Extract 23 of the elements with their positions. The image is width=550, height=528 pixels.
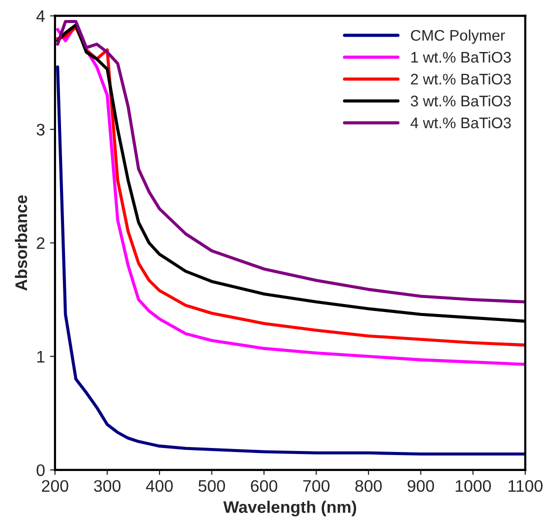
x-tick-label: 1000 bbox=[456, 480, 491, 492]
y-tick-label: 3 bbox=[36, 124, 45, 136]
x-tick-label: 1100 bbox=[508, 480, 543, 492]
y-tick-label: 1 bbox=[37, 350, 44, 362]
x-tick-label: 600 bbox=[250, 480, 278, 492]
legend-label: 2 wt.% BaTiO3 bbox=[410, 73, 511, 85]
y-tick-label: 0 bbox=[36, 464, 45, 476]
legend-label: 3 wt.% BaTiO3 bbox=[410, 95, 511, 106]
line-series bbox=[56, 65, 526, 456]
y-axis-title: Absorbance bbox=[14, 195, 28, 291]
x-tick-label: 500 bbox=[198, 480, 226, 492]
x-tick-label: 700 bbox=[303, 480, 330, 492]
x-tick-label: 800 bbox=[355, 480, 382, 492]
legend-label: 1 wt.% BaTiO3 bbox=[411, 51, 511, 63]
legend-label: 4 wt.% BaTiO3 bbox=[410, 117, 511, 128]
x-tick-label: 200 bbox=[42, 480, 68, 492]
x-tick-label: 900 bbox=[408, 480, 434, 492]
x-tick-label: 300 bbox=[94, 480, 121, 492]
x-tick-label: 400 bbox=[146, 480, 173, 492]
legend-label: CMC Polymer bbox=[410, 30, 506, 44]
y-tick-label: 2 bbox=[36, 237, 44, 249]
x-axis-title: Wavelength (nm) bbox=[223, 500, 356, 516]
y-tick-label: 4 bbox=[36, 10, 45, 22]
